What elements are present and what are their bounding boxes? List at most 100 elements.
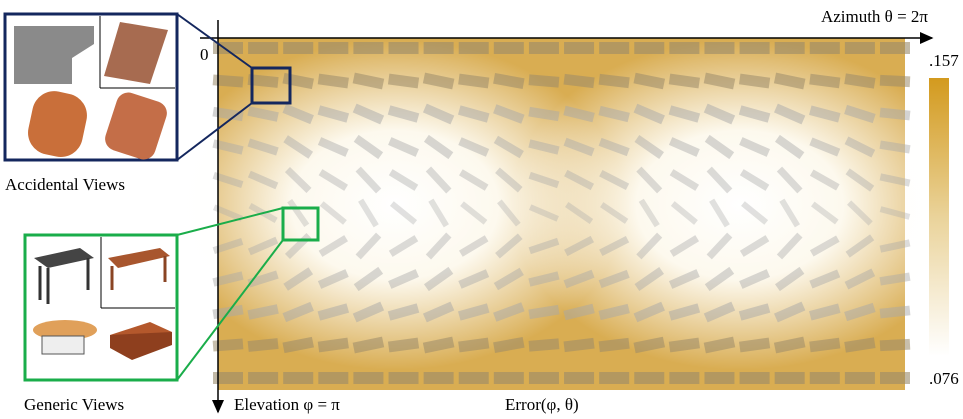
view-glyph bbox=[528, 139, 560, 155]
colorbar bbox=[929, 78, 949, 356]
view-glyph bbox=[739, 42, 770, 54]
view-glyph bbox=[599, 235, 630, 257]
view-glyph bbox=[247, 338, 279, 352]
view-glyph bbox=[212, 106, 244, 122]
view-glyph bbox=[879, 338, 911, 352]
view-glyph bbox=[564, 42, 595, 54]
view-glyph bbox=[598, 269, 630, 289]
thumb bbox=[38, 258, 90, 304]
origin-label: 0 bbox=[200, 45, 209, 64]
view-glyph bbox=[355, 232, 382, 260]
view-glyph bbox=[809, 372, 840, 384]
view-glyph bbox=[709, 198, 730, 228]
view-glyph bbox=[633, 301, 665, 323]
view-glyph bbox=[318, 235, 348, 257]
view-glyph bbox=[387, 73, 420, 89]
view-glyph bbox=[283, 135, 314, 159]
view-glyph bbox=[563, 73, 595, 89]
view-glyph bbox=[668, 137, 700, 157]
thumb bbox=[41, 335, 85, 355]
thumb bbox=[33, 320, 97, 340]
view-glyph bbox=[669, 372, 700, 384]
view-glyph bbox=[528, 42, 559, 54]
view-glyph bbox=[459, 169, 489, 191]
view-glyph bbox=[773, 336, 806, 354]
view-glyph bbox=[634, 135, 664, 159]
view-glyph bbox=[668, 269, 700, 289]
view-glyph bbox=[880, 372, 910, 384]
view-glyph bbox=[495, 233, 523, 259]
view-glyph bbox=[353, 372, 384, 384]
view-glyph bbox=[317, 337, 349, 353]
view-glyph bbox=[669, 235, 700, 257]
view-glyph bbox=[493, 73, 525, 89]
view-glyph bbox=[776, 166, 803, 194]
view-glyph bbox=[668, 105, 701, 123]
view-glyph bbox=[352, 103, 385, 125]
view-glyph bbox=[636, 232, 663, 260]
view-glyph bbox=[633, 336, 666, 354]
view-glyph bbox=[425, 232, 452, 260]
view-glyph bbox=[563, 105, 595, 123]
view-glyph bbox=[283, 42, 314, 54]
view-glyph bbox=[565, 202, 594, 224]
view-glyph bbox=[387, 105, 420, 123]
view-glyph bbox=[317, 105, 350, 123]
view-glyph bbox=[634, 267, 664, 291]
view-glyph bbox=[282, 336, 314, 354]
view-glyph bbox=[704, 134, 735, 160]
view-glyph bbox=[317, 269, 349, 289]
view-glyph bbox=[458, 105, 490, 123]
colorbar-max: .157 bbox=[929, 51, 959, 70]
view-glyph bbox=[810, 201, 839, 225]
connector bbox=[176, 13, 253, 69]
view-glyph bbox=[844, 337, 876, 353]
view-glyph bbox=[809, 42, 840, 54]
view-glyph bbox=[458, 372, 489, 384]
view-glyph bbox=[880, 42, 910, 54]
view-glyphs bbox=[212, 42, 911, 384]
view-glyph bbox=[564, 372, 595, 384]
thumb bbox=[34, 248, 94, 268]
view-glyph bbox=[248, 372, 279, 384]
view-glyph bbox=[493, 302, 525, 322]
view-glyph bbox=[739, 372, 770, 384]
view-glyph bbox=[879, 74, 911, 88]
view-glyph bbox=[528, 372, 559, 384]
view-glyph bbox=[598, 105, 630, 123]
view-glyph bbox=[387, 337, 420, 353]
view-glyph bbox=[458, 42, 489, 54]
view-glyph bbox=[423, 42, 454, 54]
view-glyph bbox=[355, 166, 382, 194]
thumb bbox=[105, 92, 167, 160]
view-glyph bbox=[599, 372, 630, 384]
view-glyph bbox=[352, 336, 385, 354]
view-glyph bbox=[847, 200, 873, 226]
view-glyph bbox=[739, 269, 771, 289]
view-glyph bbox=[563, 269, 595, 289]
connector bbox=[176, 239, 284, 381]
view-glyph bbox=[738, 337, 771, 353]
view-glyph bbox=[493, 135, 524, 159]
view-glyph bbox=[495, 167, 523, 193]
view-glyph bbox=[774, 301, 806, 323]
azimuth-label: Azimuth θ = 2π bbox=[821, 7, 928, 26]
view-glyph bbox=[528, 204, 559, 222]
view-glyph bbox=[422, 336, 455, 354]
view-glyph bbox=[845, 234, 875, 258]
view-glyph bbox=[422, 103, 455, 125]
view-glyph bbox=[809, 73, 841, 89]
thumb bbox=[28, 91, 87, 158]
view-glyph bbox=[844, 73, 876, 89]
view-glyph bbox=[809, 169, 840, 191]
zoom-box bbox=[250, 66, 292, 105]
thumb bbox=[110, 332, 172, 360]
view-glyph bbox=[844, 136, 876, 158]
view-glyph bbox=[353, 266, 384, 292]
thumb bbox=[14, 26, 94, 84]
view-glyph bbox=[636, 166, 663, 194]
view-glyph bbox=[704, 266, 735, 292]
view-glyph bbox=[668, 303, 701, 321]
accidental-label: Accidental Views bbox=[5, 175, 125, 194]
